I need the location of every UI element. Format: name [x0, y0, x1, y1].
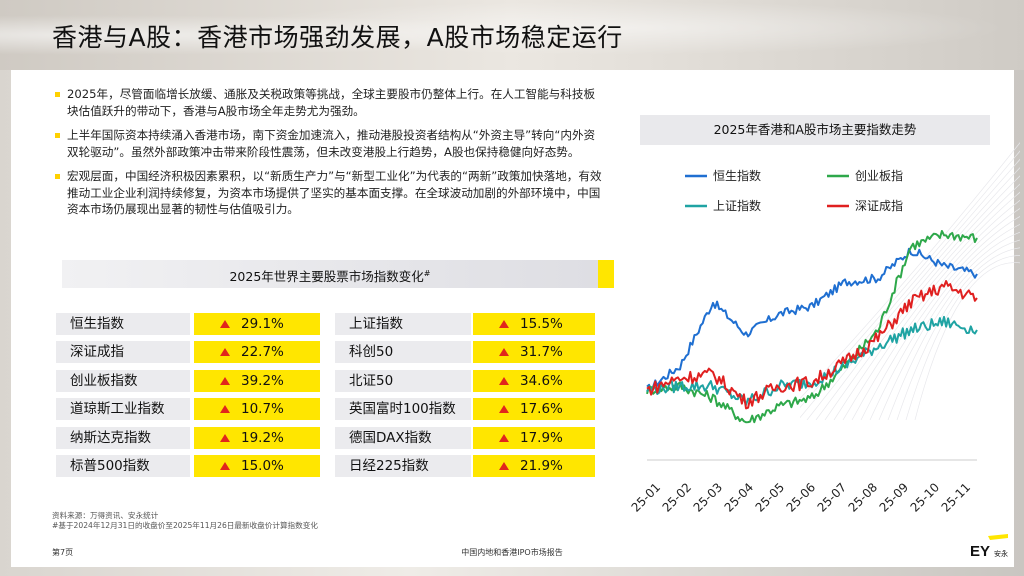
up-arrow-icon	[499, 320, 509, 328]
legend-label: 深证成指	[855, 198, 903, 213]
x-tick-label: 25-08	[846, 480, 881, 515]
index-change-value: 22.7%	[241, 344, 284, 361]
index-change-value: 15.0%	[241, 458, 284, 474]
index-change-cell: 34.6%	[473, 369, 595, 392]
title-accent	[598, 260, 614, 288]
up-arrow-icon	[220, 405, 230, 414]
index-change-value: 29.1%	[241, 316, 284, 332]
up-arrow-icon	[220, 462, 230, 470]
chart-title: 2025年香港和A股市场主要指数走势	[640, 115, 990, 145]
index-change-value: 10.7%	[241, 401, 284, 418]
up-arrow-icon	[220, 320, 230, 328]
index-change-cell: 15.0%	[194, 455, 320, 477]
index-change-cell: 10.7%	[194, 398, 320, 421]
ey-logo: EY 安永	[970, 534, 1008, 560]
bullet-dot	[55, 92, 60, 97]
index-name-cell: 英国富时100指数	[335, 398, 471, 421]
footer-title: 中国内地和香港IPO市场报告	[461, 548, 563, 557]
index-name-cell: 深证成指	[56, 341, 190, 364]
bullet-item: 上半年国际资本持续涌入香港市场，南下资金加速流入，推动港股投资者结构从“外资主导…	[49, 127, 605, 160]
legend-label: 创业板指	[855, 168, 903, 183]
up-arrow-icon	[499, 433, 509, 442]
x-tick-label: 25-09	[877, 480, 912, 515]
index-change-cell: 17.6%	[473, 398, 595, 421]
index-name-cell: 日经225指数	[335, 455, 471, 477]
x-tick-label: 25-11	[939, 480, 974, 515]
bullet-text: 2025年，尽管面临增长放缓、通胀及关税政策等挑战，全球主要股市仍整体上行。在人…	[67, 87, 596, 118]
index-name-cell: 北证50	[335, 369, 471, 392]
index-table-title-text: 2025年世界主要股票市场指数变化	[229, 269, 424, 285]
up-arrow-icon	[499, 376, 509, 385]
index-name-cell: 道琼斯工业指数	[56, 398, 190, 421]
index-name-cell: 德国DAX指数	[335, 426, 471, 449]
ey-logo-subtext: 安永	[994, 549, 1008, 558]
index-name-cell: 标普500指数	[56, 455, 190, 477]
series-line	[646, 280, 978, 410]
index-change-cell: 19.2%	[194, 426, 320, 449]
index-name-cell: 科创50	[335, 341, 471, 364]
footnote-mark: #	[423, 269, 431, 278]
page-number: 第7页	[52, 548, 74, 557]
index-change-value: 34.6%	[520, 372, 563, 389]
index-change-value: 31.7%	[520, 344, 563, 361]
index-change-cell: 39.2%	[194, 369, 320, 392]
up-arrow-icon	[499, 348, 509, 357]
x-tick-label: 25-06	[784, 480, 819, 515]
up-arrow-icon	[499, 462, 509, 470]
source-note: 资料来源：万得资讯、安永统计 #基于2024年12月31日的收盘价至2025年1…	[52, 511, 318, 531]
x-tick-label: 25-03	[691, 480, 726, 515]
index-change-cell: 21.9%	[473, 455, 595, 477]
legend-label: 上证指数	[713, 198, 761, 213]
index-change-value: 19.2%	[241, 429, 284, 446]
index-change-cell: 29.1%	[194, 313, 320, 335]
legend-label: 恒生指数	[713, 168, 761, 183]
ey-logo-bar	[988, 534, 1008, 540]
index-name-cell: 纳斯达克指数	[56, 426, 190, 449]
up-arrow-icon	[499, 405, 509, 414]
index-table-title: 2025年世界主要股票市场指数变化#	[62, 260, 614, 288]
page-title: 香港与A股：香港市场强劲发展，A股市场稳定运行	[52, 23, 623, 52]
bullet-dot	[55, 174, 60, 179]
bullet-dot	[55, 133, 60, 138]
index-change-value: 17.9%	[520, 429, 563, 446]
index-change-cell: 22.7%	[194, 341, 320, 364]
index-name-cell: 恒生指数	[56, 313, 190, 335]
up-arrow-icon	[220, 348, 230, 357]
index-change-value: 39.2%	[241, 372, 284, 389]
index-name-cell: 上证指数	[335, 313, 471, 335]
x-tick-label: 25-01	[630, 480, 663, 515]
index-change-cell: 15.5%	[473, 313, 595, 335]
bullet-item: 宏观层面，中国经济积极因素累积，以“新质生产力”与“新型工业化”为代表的“两新”…	[49, 168, 605, 218]
source-line: 资料来源：万得资讯、安永统计	[52, 511, 159, 520]
series-line	[646, 247, 978, 392]
index-change-cell: 31.7%	[473, 341, 595, 364]
x-tick-label: 25-10	[908, 480, 943, 515]
index-change-cell: 17.9%	[473, 426, 595, 449]
bullet-list: 2025年，尽管面临增长放缓、通胀及关税政策等挑战，全球主要股市仍整体上行。在人…	[49, 86, 605, 226]
bullet-item: 2025年，尽管面临增长放缓、通胀及关税政策等挑战，全球主要股市仍整体上行。在人…	[49, 86, 605, 119]
x-tick-label: 25-02	[660, 480, 695, 515]
x-tick-label: 25-07	[815, 480, 850, 515]
up-arrow-icon	[220, 433, 230, 442]
index-name-cell: 创业板指数	[56, 369, 190, 392]
index-change-value: 21.9%	[520, 458, 563, 474]
bullet-text: 上半年国际资本持续涌入香港市场，南下资金加速流入，推动港股投资者结构从“外资主导…	[67, 128, 596, 159]
index-change-value: 15.5%	[520, 316, 563, 332]
up-arrow-icon	[220, 376, 230, 385]
bullet-text: 宏观层面，中国经济积极因素累积，以“新质生产力”与“新型工业化”为代表的“两新”…	[67, 169, 602, 216]
x-tick-label: 25-05	[753, 480, 788, 515]
index-change-value: 17.6%	[520, 401, 563, 418]
series-line	[646, 230, 978, 424]
ey-logo-text: EY	[970, 543, 990, 560]
source-line: #基于2024年12月31日的收盘价至2025年11月26日最新收盘价计算指数变…	[52, 521, 318, 530]
x-tick-label: 25-04	[722, 480, 757, 515]
header-background	[0, 0, 1024, 70]
